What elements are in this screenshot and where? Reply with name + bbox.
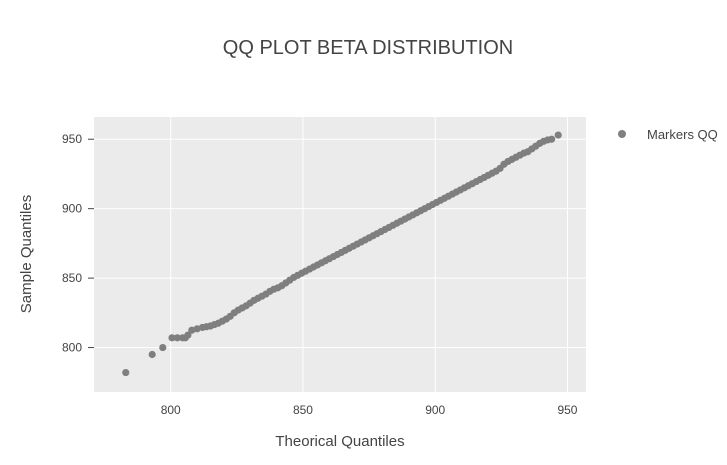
x-tick-label: 850	[293, 403, 313, 417]
legend[interactable]: Markers QQ	[618, 127, 718, 142]
y-tick-label: 800	[62, 341, 82, 355]
data-point[interactable]	[122, 368, 130, 377]
data-point[interactable]	[168, 334, 176, 342]
data-point[interactable]	[184, 331, 192, 339]
data-point[interactable]	[148, 350, 156, 359]
data-point[interactable]	[173, 334, 181, 342]
x-tick-label: 800	[161, 403, 181, 417]
grid-lines	[94, 117, 586, 392]
chart-title: QQ PLOT BETA DISTRIBUTION	[223, 37, 513, 59]
x-tick-label: 900	[425, 403, 445, 417]
data-point[interactable]	[554, 131, 562, 139]
series-markers-qq	[122, 131, 562, 377]
x-axis-title: Theorical Quantiles	[275, 433, 404, 450]
y-tick-labels: 800 850 900 950	[62, 132, 94, 355]
legend-label: Markers QQ	[647, 127, 718, 142]
x-tick-labels: 800 850 900 950	[161, 403, 578, 417]
y-tick-label: 850	[62, 271, 82, 285]
data-point[interactable]	[548, 135, 556, 143]
y-tick-label: 900	[62, 202, 82, 216]
legend-marker-icon	[618, 130, 626, 138]
data-point[interactable]	[159, 343, 167, 352]
y-axis-title: Sample Quantiles	[18, 195, 35, 313]
y-tick-label: 950	[62, 132, 82, 146]
x-tick-label: 950	[557, 403, 577, 417]
